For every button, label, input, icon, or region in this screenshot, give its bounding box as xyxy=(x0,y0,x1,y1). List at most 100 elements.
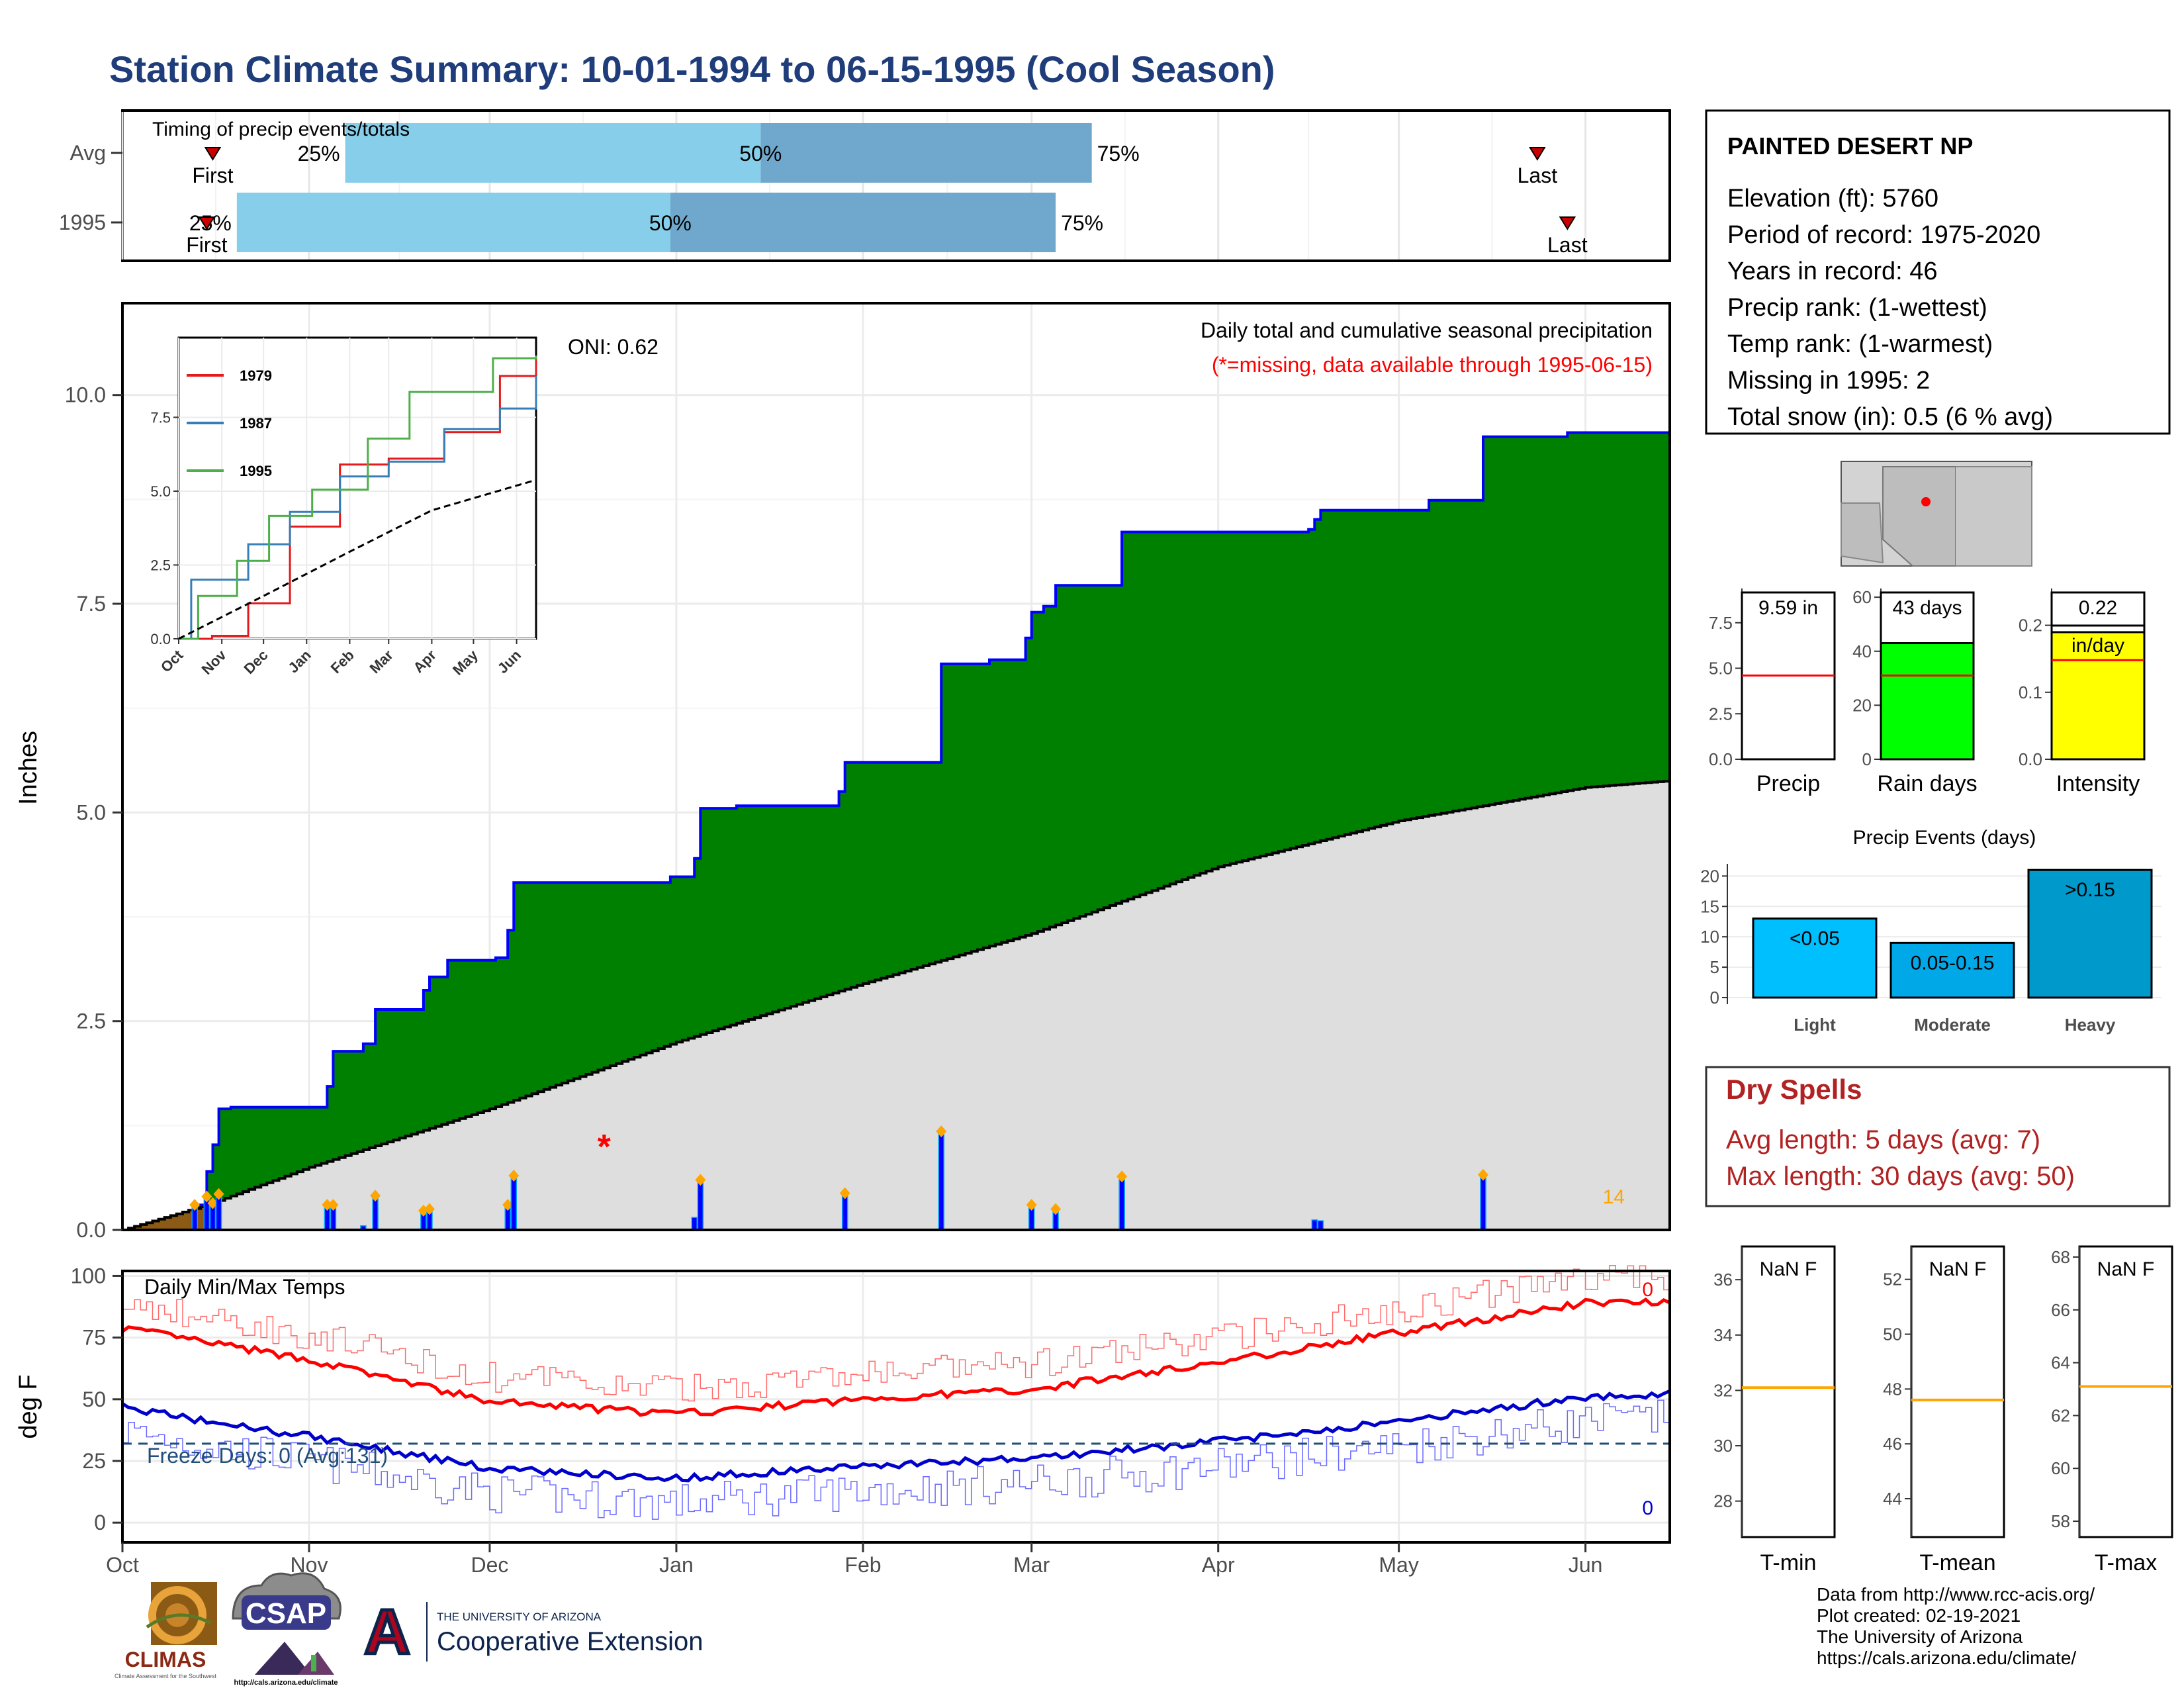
heavy-event-marker xyxy=(1050,1203,1062,1215)
temp-summary-ytick-label: 28 xyxy=(1713,1491,1733,1511)
temp-summary-category-label: T-mean xyxy=(1919,1550,1995,1575)
station-info-box: PAINTED DESERT NP Elevation (ft): 5760 P… xyxy=(1705,109,2171,435)
events-ytick-label: 5 xyxy=(1710,957,1719,977)
station-line: Precip rank: (1-wettest) xyxy=(1727,294,1987,322)
daily-precip-bar xyxy=(691,1217,698,1231)
average-cumulative-line xyxy=(122,780,1671,1231)
station-line: Years in record: 46 xyxy=(1727,258,1938,285)
inset-ytick-label: 7.5 xyxy=(150,409,171,426)
csap-logo: CSAP http://cals.arizona.edu/climate xyxy=(232,1572,341,1687)
daily-precip-bar xyxy=(510,1175,518,1231)
temp-summary-ytick-label: 34 xyxy=(1713,1325,1733,1345)
ua-line2: Cooperative Extension xyxy=(437,1627,703,1656)
precip-events-chart: Precip Events (days) 0 5 10 15 20 <0.05 Light 0.… xyxy=(1700,827,2161,1035)
average-precip-area xyxy=(122,780,1670,1230)
footer-line: https://cals.arizona.edu/climate/ xyxy=(1817,1648,2076,1668)
daily-precip-bar xyxy=(938,1131,944,1231)
temp-summary-ytick-label: 52 xyxy=(1883,1270,1902,1289)
temp-summary-value-label: NaN F xyxy=(1929,1258,1987,1280)
station-name: PAINTED DESERT NP xyxy=(1727,132,1973,160)
heavy-event-marker xyxy=(189,1199,201,1211)
summary-ytick-label: 20 xyxy=(1852,695,1872,715)
events-ytick-label: 10 xyxy=(1700,927,1719,947)
events-ytick-label: 15 xyxy=(1700,896,1719,916)
summary-value-label: 0.22 xyxy=(2079,597,2117,619)
temp-summary-bars: 28 30 32 34 36 NaN F T-min 44 46 48 50 52 NaN F T-mea… xyxy=(1713,1245,2173,1575)
temp-ytick-label: 100 xyxy=(71,1264,106,1288)
cumulative-precip-line xyxy=(122,429,1671,1231)
page-title: Station Climate Summary: 10-01-1994 to 0… xyxy=(109,48,1275,90)
quartile-label-25: 25% xyxy=(298,142,340,165)
daily-precip-bar xyxy=(1118,1176,1125,1231)
station-line: Temp rank: (1-warmest) xyxy=(1727,330,1993,358)
events-category-label: Moderate xyxy=(1914,1015,1991,1035)
heavy-event-marker xyxy=(1477,1168,1488,1181)
precip-ytick-label: 7.5 xyxy=(77,592,106,616)
summary-bars: 0.0 2.5 5.0 7.5 9.59 in Precip 0 20 40 60 43 days R… xyxy=(1709,587,2146,796)
csap-url: http://cals.arizona.edu/climate xyxy=(234,1679,338,1687)
footer-line: The University of Arizona xyxy=(1817,1626,2023,1647)
climas-subtitle: Climate Assessment for the Southwest xyxy=(114,1673,217,1679)
daily-precip-bar xyxy=(697,1179,704,1231)
ua-letter: A xyxy=(364,1597,410,1667)
summary-ytick-label: 0.2 xyxy=(2019,616,2042,635)
average-max-line xyxy=(121,1297,1671,1417)
first-event-label: First xyxy=(186,233,227,257)
inset-average-line xyxy=(178,479,537,640)
temp-ytick-label: 25 xyxy=(82,1449,106,1473)
summary-frame xyxy=(2050,591,2146,761)
daily-precip-bar xyxy=(1480,1174,1486,1231)
events-bar-tag: 0.05-0.15 xyxy=(1911,952,1995,974)
precip-ytick-label: 2.5 xyxy=(77,1009,106,1033)
summary-value-label: 43 days xyxy=(1892,597,1962,619)
heavy-event-marker xyxy=(213,1188,224,1200)
climas-wordmark: CLIMAS xyxy=(125,1648,206,1671)
precip-subtitle: Daily total and cumulative seasonal prec… xyxy=(1201,318,1653,342)
heavy-event-marker xyxy=(207,1197,218,1209)
events-bar xyxy=(1752,917,1878,999)
event-count-label: 14 xyxy=(1603,1186,1625,1208)
events-category-label: Light xyxy=(1794,1015,1836,1035)
missing-data-marker: * xyxy=(598,1128,612,1166)
temp-summary-ytick-label: 46 xyxy=(1883,1434,1902,1454)
heavy-event-marker xyxy=(508,1170,520,1182)
temp-summary-ytick-label: 44 xyxy=(1883,1489,1902,1509)
first-event-marker xyxy=(198,216,216,230)
heavy-event-marker xyxy=(370,1190,381,1202)
precip-ylabel: Inches xyxy=(15,731,42,805)
heavy-event-marker xyxy=(201,1190,212,1203)
summary-ytick-label: 0.0 xyxy=(2019,749,2042,769)
footer-credits: Data from http://www.rcc-acis.org/ Plot … xyxy=(1817,1584,2095,1668)
summary-value-label: 9.59 in xyxy=(1758,597,1818,619)
inset-ytick-label: 2.5 xyxy=(150,557,171,573)
ua-cooperative-extension-logo: A THE UNIVERSITY OF ARIZONA Cooperative … xyxy=(361,1595,703,1669)
precip-panel: 0.0 2.5 5.0 7.5 10.0 Inches Daily total and … xyxy=(15,302,1671,1242)
precip-ytick-label: 10.0 xyxy=(65,383,106,407)
timing-row-avg-label: Avg xyxy=(69,141,106,165)
events-category-label: Heavy xyxy=(2065,1015,2116,1035)
temp-summary-ytick-label: 32 xyxy=(1713,1380,1733,1400)
inset-ytick-label: 0.0 xyxy=(150,631,171,647)
summary-ytick-label: 2.5 xyxy=(1709,704,1733,724)
timing-row-1995-label: 1995 xyxy=(59,211,106,234)
station-line: Period of record: 1975-2020 xyxy=(1727,221,2040,249)
date-tick-label: Jan xyxy=(659,1553,694,1577)
quartile-bar-lower xyxy=(236,193,670,252)
events-ytick-label: 20 xyxy=(1700,866,1719,886)
oni-label: ONI: 0.62 xyxy=(568,335,659,359)
footer-line: Plot created: 02-19-2021 xyxy=(1817,1605,2021,1626)
events-title: Precip Events (days) xyxy=(1853,827,2036,849)
date-tick-label: Mar xyxy=(1013,1553,1050,1577)
daily-max-line xyxy=(122,1264,1670,1402)
temp-summary-value-label: NaN F xyxy=(1760,1258,1817,1280)
missing-note: (*=missing, data available through 1995-… xyxy=(1212,353,1653,377)
summary-ytick-label: 40 xyxy=(1852,641,1872,661)
heavy-event-marker xyxy=(322,1199,333,1211)
quartile-label-50: 50% xyxy=(739,142,782,165)
quartile-bar-lower xyxy=(345,123,761,183)
climas-logo: CLIMAS Climate Assessment for the Southw… xyxy=(114,1582,217,1679)
station-line: Total snow (in): 0.5 (6 % avg) xyxy=(1727,403,2053,431)
last-event-marker xyxy=(1529,147,1546,161)
temp-ytick-label: 50 xyxy=(82,1387,106,1411)
summary-value-bar xyxy=(1880,642,1975,761)
